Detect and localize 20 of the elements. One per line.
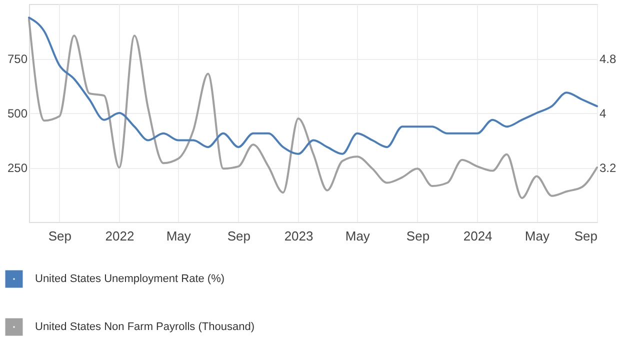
legend-label: United States Non Farm Payrolls (Thousand) [35, 321, 254, 333]
y2-tick-label: 4.8 [600, 52, 617, 66]
x-tick-label: May [524, 228, 550, 244]
y-tick-label: 750 [7, 52, 28, 66]
x-tick-label: May [166, 228, 192, 244]
x-tick-label: Sep [406, 228, 430, 244]
y-tick-label: 250 [7, 161, 28, 175]
x-tick-label: Sep [227, 228, 251, 244]
x-tick-label: 2022 [105, 228, 134, 244]
x-tick-label: Sep [574, 228, 598, 244]
y2-tick-label: 4 [600, 106, 606, 120]
y2-tick-label: 3.2 [600, 161, 617, 175]
x-tick-label: 2024 [463, 228, 492, 244]
line-series [28, 16, 598, 155]
legend-label: United States Unemployment Rate (%) [35, 273, 225, 285]
line-series [28, 18, 598, 200]
y-tick-label: 500 [7, 106, 28, 120]
x-tick-label: May [345, 228, 370, 244]
x-tick-label: Sep [48, 228, 72, 244]
x-tick-label: 2023 [284, 228, 314, 244]
